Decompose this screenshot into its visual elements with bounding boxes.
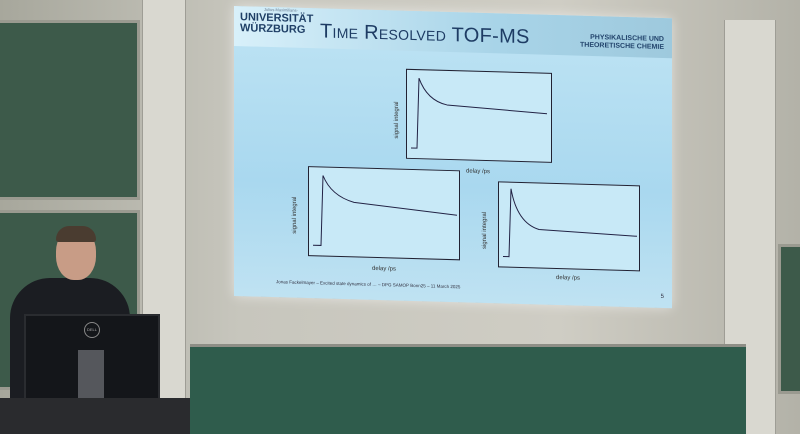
decay-curve (411, 78, 548, 149)
plot-bottom-left-ylabel: signal integral (292, 196, 298, 234)
plot-bottom-left-xlabel: delay /ps (372, 265, 397, 273)
plot-bottom-left (308, 166, 460, 261)
chalkboard-left-upper (0, 20, 140, 200)
dell-logo: DELL (84, 322, 100, 338)
plot-bottom-right-ylabel: signal integral (482, 211, 488, 250)
chalkboard-right (778, 244, 800, 394)
plot-top (406, 68, 552, 163)
chair-line2: THEORETISCHE CHEMIE (579, 41, 664, 52)
plot-top-xlabel: delay /ps (466, 168, 491, 176)
slide-page-number: 5 (660, 293, 664, 301)
slide-title: Time Resolved TOF-MS (320, 20, 530, 49)
chalkboard-bottom (190, 344, 746, 434)
plot-bottom-right-xlabel: delay /ps (556, 274, 581, 282)
logo-line2: WÜRZBURG (240, 22, 306, 36)
lectern (0, 398, 190, 434)
slide-footer: Jonas Fackelmayer – Excited state dynami… (276, 279, 461, 290)
decay-curve (503, 188, 638, 258)
plot-bottom-right (498, 181, 640, 272)
university-logo: UNIVERSITÄT WÜRZBURG (240, 11, 313, 36)
decay-curve (313, 175, 458, 246)
plot-top-ylabel: signal integral (394, 101, 400, 139)
chair-logo: PHYSIKALISCHE UND THEORETISCHE CHEMIE (580, 34, 664, 52)
speaker-hair (56, 226, 96, 242)
projected-slide: Julius-Maximilians- UNIVERSITÄT WÜRZBURG… (234, 6, 672, 309)
